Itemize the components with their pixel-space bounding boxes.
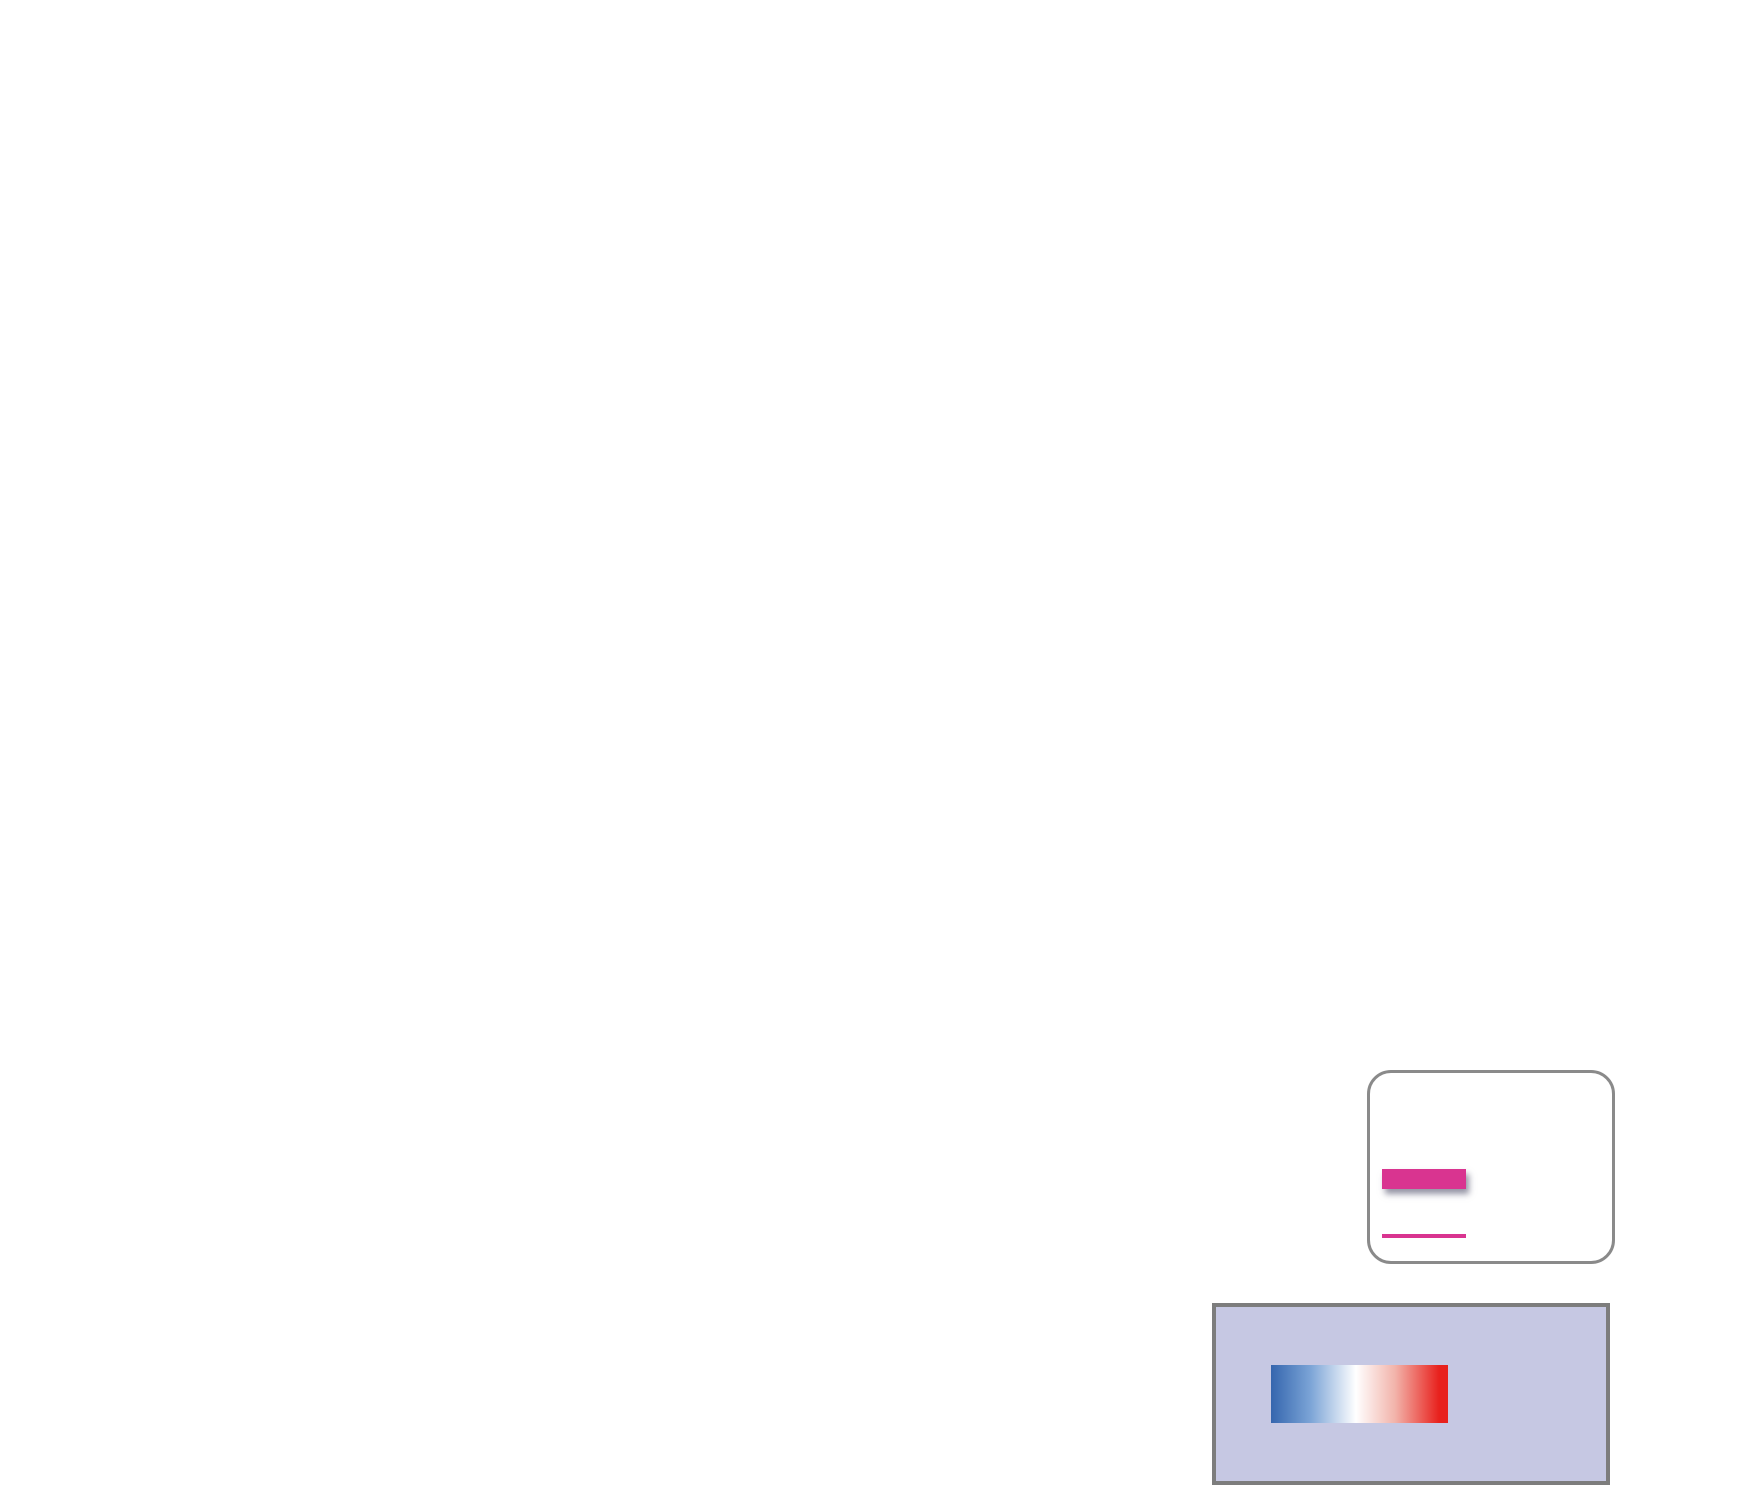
high-significance-swatch: [1382, 1169, 1466, 1189]
moderate-significance-swatch: [1382, 1234, 1466, 1238]
overlap-significance-legend: [1367, 1070, 1615, 1264]
enrichment-gradient-bar: [1271, 1365, 1448, 1423]
enrichment-legend: [1212, 1303, 1610, 1485]
